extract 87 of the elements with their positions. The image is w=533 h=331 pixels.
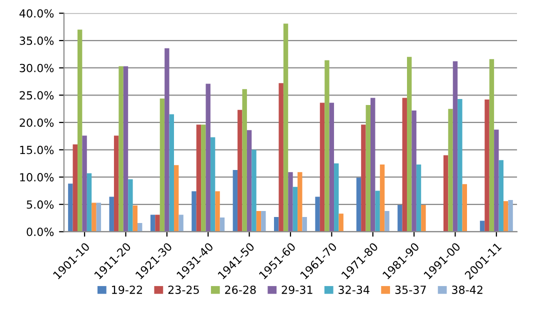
bar [370,98,376,232]
bar [132,205,138,232]
bar [72,144,78,232]
legend-label: 19-22 [112,286,142,294]
bar [256,210,262,232]
bar [261,210,266,232]
legend-label: 35-37 [395,286,426,294]
bar [315,196,320,232]
bar [412,110,416,232]
bar [448,108,453,232]
bar [220,218,225,232]
bar [206,84,210,232]
bar [462,184,467,232]
bar [361,124,366,232]
bar [406,56,412,232]
bar [398,204,402,232]
y-tick-label: 35.0% [20,36,54,45]
bar [210,137,216,232]
y-tick-label: 20.0% [20,118,54,127]
bar [288,172,293,232]
bar [298,172,302,232]
y-tick-label: 30.0% [20,64,54,72]
bar [443,155,448,232]
bar [292,186,298,232]
bar [329,102,334,232]
bar [96,202,102,232]
bar [324,60,330,232]
bar [283,24,288,232]
bar [508,200,513,232]
legend-label: 26-28 [225,286,256,294]
bar [366,104,371,232]
bar [421,204,426,232]
bar [196,124,202,232]
bar [82,136,87,232]
bar [320,102,325,232]
bar [109,196,114,232]
bar [178,214,184,232]
bar [155,214,160,232]
bar [123,66,128,232]
bar [458,98,462,232]
bar [503,201,508,232]
bar [169,114,174,232]
bar [338,214,344,232]
legend-label: 29-31 [282,286,312,294]
bar [128,179,133,232]
bar [232,170,238,232]
bar [380,164,385,232]
bar [252,150,256,232]
bar [334,163,339,232]
bar [114,136,119,232]
bar [68,184,73,232]
bar [246,130,252,232]
y-tick-label: 0.0% [26,228,54,236]
bar [86,173,92,232]
bar [356,178,362,232]
legend-label: 23-25 [168,286,199,294]
y-tick-label: 5.0% [26,200,54,209]
bar [484,100,490,232]
y-tick-label: 25.0% [20,91,54,100]
bar [494,130,499,232]
bar [150,214,156,232]
bar [452,61,458,232]
y-tick-label: 40.0% [19,9,54,18]
bar [77,30,82,232]
bar [402,98,407,232]
bar [192,191,196,232]
bar [384,210,390,232]
bar [160,98,165,232]
bar [274,216,279,232]
bar [375,190,380,232]
bar [201,124,206,232]
bar [92,202,96,232]
bar [164,48,170,232]
bar [278,83,284,232]
bar [118,66,124,232]
bar [489,59,494,232]
bar [498,160,504,232]
legend-label: 38-42 [452,286,482,294]
legend-label: 32-34 [338,286,370,294]
y-tick-label: 10.0% [20,173,54,182]
bar [302,216,307,232]
y-tick-label: 15.0% [20,146,54,154]
bar [242,89,247,232]
bar [238,110,242,232]
bar [416,164,422,232]
bar [215,191,220,232]
bar [174,165,179,232]
